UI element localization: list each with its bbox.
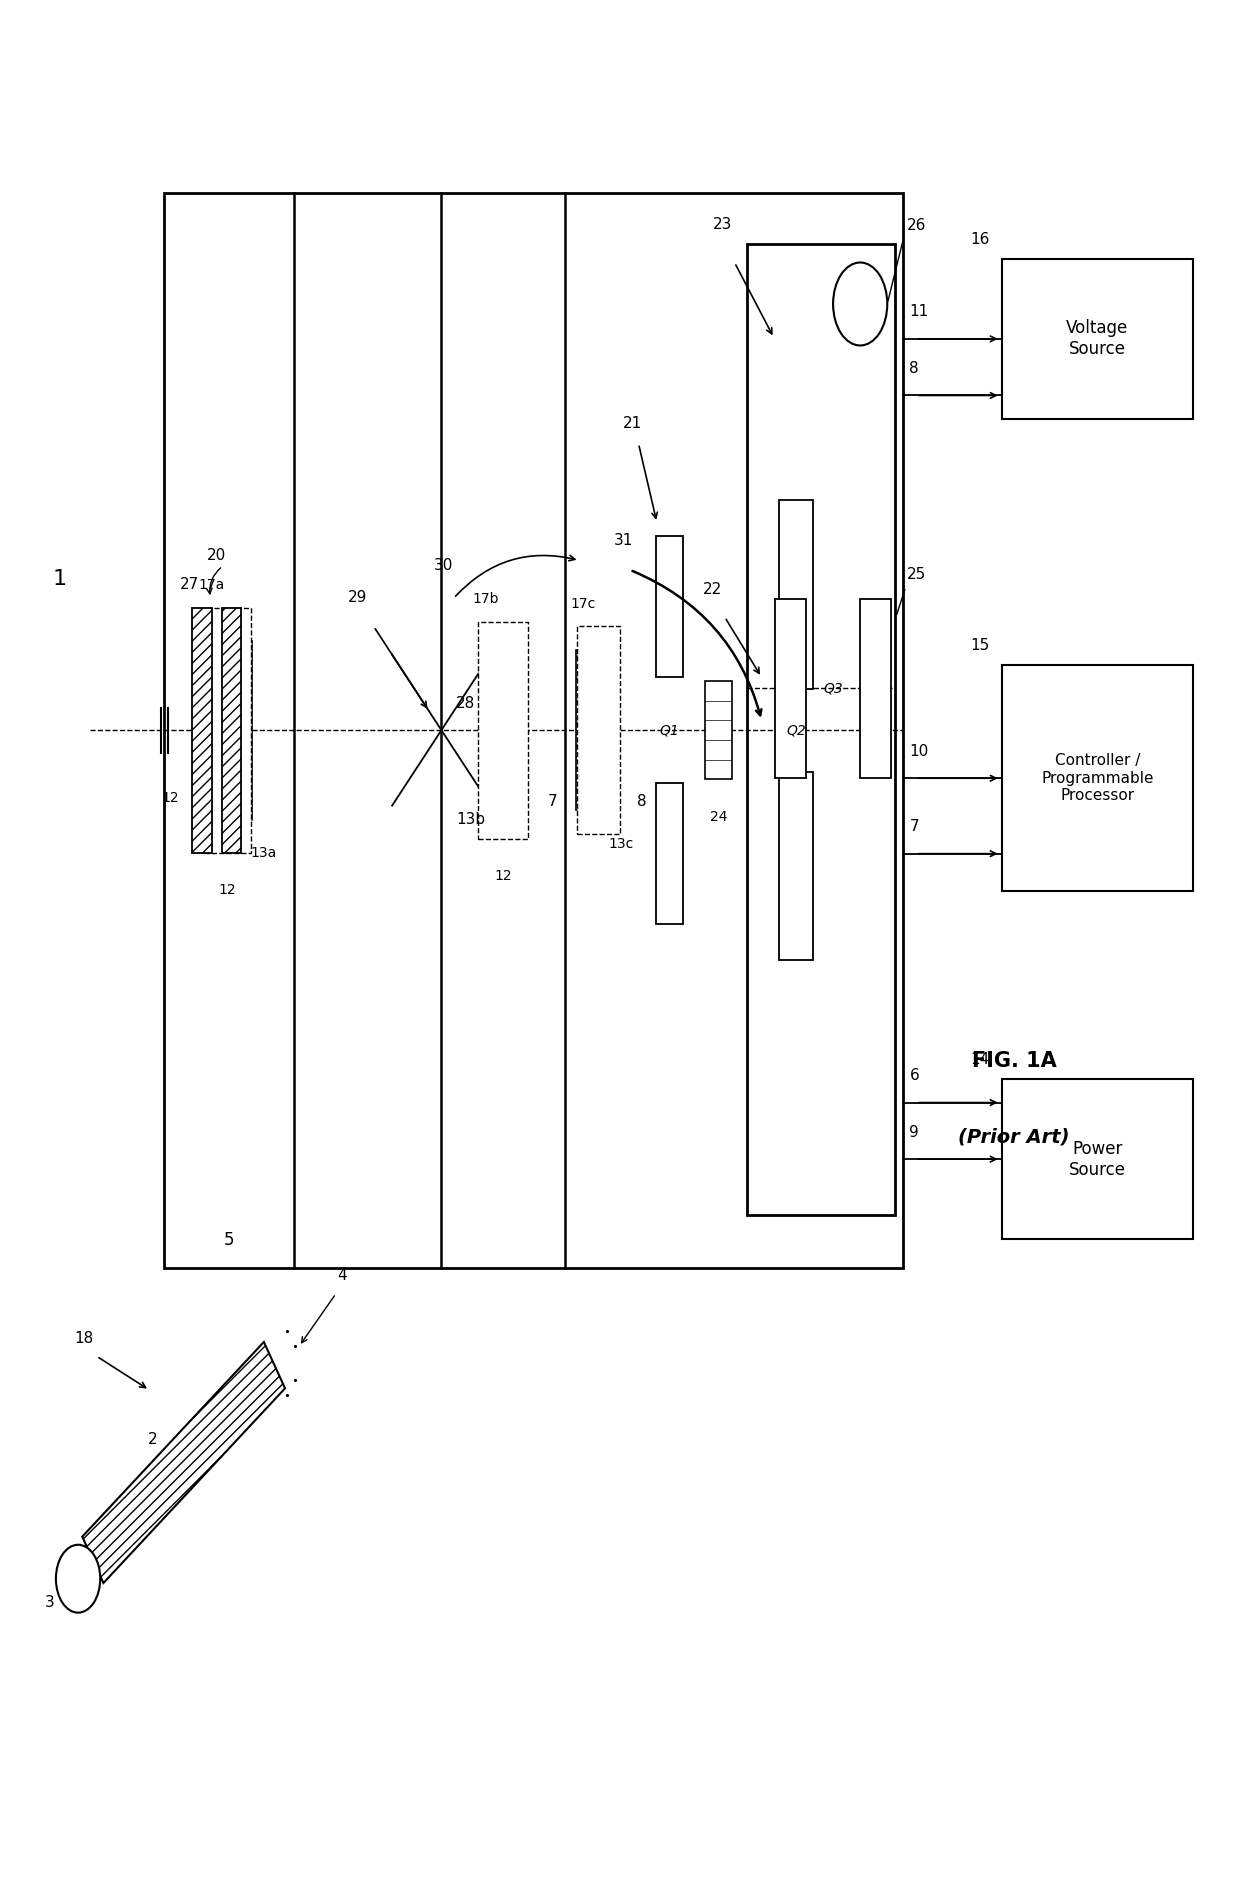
Text: 28: 28 [456,695,475,710]
Text: 2: 2 [149,1432,157,1447]
Text: 22: 22 [703,581,722,597]
Bar [656,536,683,678]
Text: 21: 21 [622,417,642,432]
Text: Q1: Q1 [660,724,680,737]
Text: 25: 25 [906,568,926,581]
Text: 15: 15 [970,638,990,653]
Bar [222,608,242,852]
Text: Q2: Q2 [786,724,806,737]
Text: Voltage
Source: Voltage Source [1066,320,1128,358]
Bar [205,608,252,852]
Text: 17b: 17b [472,591,498,606]
Text: 10: 10 [909,744,929,759]
Text: 1: 1 [52,570,67,589]
Bar [779,500,813,689]
Text: 8: 8 [637,794,647,809]
Text: 30: 30 [434,559,454,572]
Text: 18: 18 [74,1331,94,1347]
Circle shape [56,1546,100,1612]
Text: 8: 8 [909,362,919,375]
Polygon shape [82,1343,285,1583]
Bar [861,599,892,778]
Text: 13b: 13b [456,813,485,828]
Text: 7: 7 [909,818,919,833]
Bar [577,627,620,833]
Bar [1002,1080,1193,1239]
Text: 14: 14 [970,1051,990,1066]
Text: 12: 12 [495,869,512,883]
Text: Power
Source: Power Source [1069,1140,1126,1178]
Bar [779,771,813,960]
Bar [192,608,212,852]
Bar [164,193,903,1267]
Bar [1002,665,1193,892]
Bar [575,650,598,811]
Text: 13c: 13c [609,837,634,850]
Text: 11: 11 [909,305,929,320]
Text: 4: 4 [337,1269,347,1284]
Text: 12: 12 [219,883,237,898]
Bar [706,682,732,778]
Text: 26: 26 [906,218,926,233]
Bar [479,621,528,839]
Text: 12: 12 [161,792,180,805]
Text: 7: 7 [547,794,557,809]
Text: 23: 23 [713,216,732,231]
Bar [1002,259,1193,419]
Text: 9: 9 [909,1125,919,1140]
Circle shape [833,263,888,345]
Text: 29: 29 [348,589,367,604]
Text: 5: 5 [223,1231,234,1248]
Bar [746,244,895,1214]
Text: 16: 16 [970,231,990,246]
Bar [656,782,683,924]
Text: 20: 20 [207,549,226,563]
Text: 6: 6 [909,1068,919,1083]
Text: Controller /
Programmable
Processor: Controller / Programmable Processor [1042,754,1153,803]
Text: 3: 3 [45,1595,55,1610]
Bar [775,599,806,778]
Text: 31: 31 [614,534,634,549]
Bar [231,640,253,820]
Text: 13a: 13a [250,847,277,860]
Text: 17a: 17a [198,578,224,591]
Text: 27: 27 [180,578,200,591]
Text: FIG. 1A: FIG. 1A [972,1051,1056,1072]
Text: 24: 24 [709,809,728,824]
Text: 17c: 17c [570,597,596,610]
Text: (Prior Art): (Prior Art) [959,1127,1070,1146]
Text: Q3: Q3 [823,682,843,695]
